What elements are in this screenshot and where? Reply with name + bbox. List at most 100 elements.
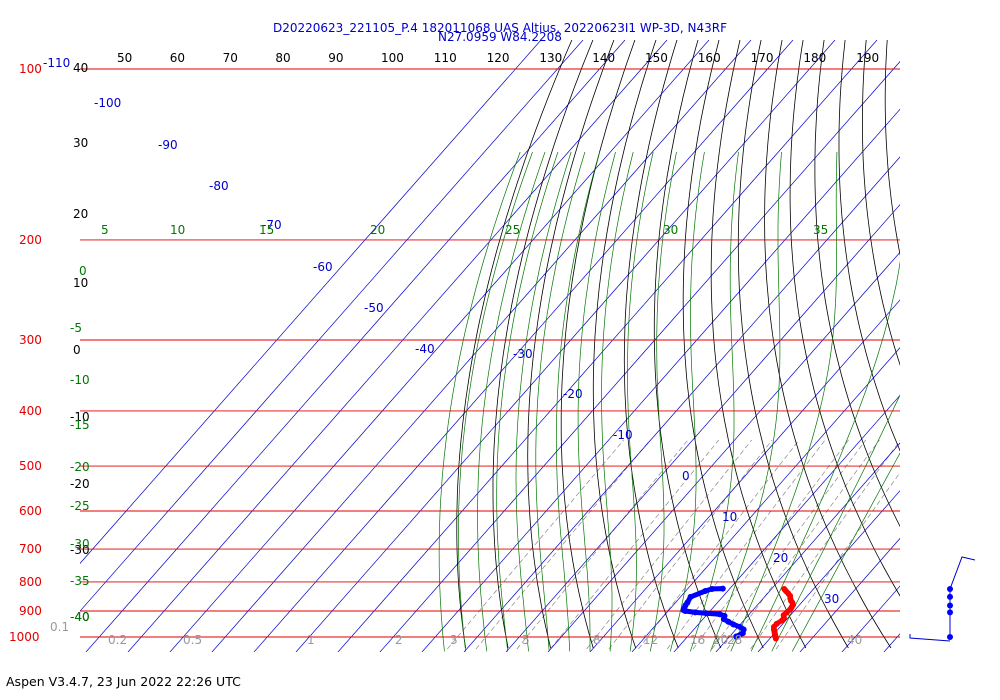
dry-adiabat-line [456, 40, 573, 649]
mixing-ratio-label: 3 [450, 633, 458, 647]
isotherm-line [421, 108, 900, 652]
isotherm-label: -40 [415, 342, 435, 356]
isotherm-label: 20 [773, 551, 788, 565]
dewpoint-profile-point [730, 621, 737, 628]
isotherm-label: -20 [563, 387, 583, 401]
dewpoint-profile-point [733, 633, 740, 640]
theta-label-top: 170 [751, 51, 774, 65]
dewpoint-profile-point [719, 585, 726, 592]
mixing-ratio-line [638, 439, 800, 650]
wind-barb-bottom [909, 634, 951, 642]
isotherm-line [295, 40, 836, 652]
moist-label-left: -30 [70, 537, 90, 551]
wind-profile [909, 556, 976, 642]
dry-adiabat-line [992, 40, 1000, 648]
theta-label-top: 70 [223, 51, 238, 65]
isotherm-line [80, 40, 584, 612]
dewpoint-profile-point [739, 630, 746, 637]
isotherm-line [673, 394, 900, 652]
isotherm-label: -10 [613, 428, 633, 442]
isotherm-line [799, 537, 900, 652]
mixing-ratio-label: 2 [395, 633, 403, 647]
moist-adiabat-line [750, 260, 900, 652]
isotherm-line [211, 40, 752, 652]
isotherm-line [757, 490, 900, 652]
moist-label-top: 35 [813, 223, 828, 237]
isotherm-line [169, 40, 710, 652]
isotherm-label: -80 [209, 179, 229, 193]
theta-label-top: 190 [856, 51, 879, 65]
theta-label-top: 100 [381, 51, 404, 65]
theta-label-left: 20 [73, 207, 88, 221]
isotherm-label: -90 [158, 138, 178, 152]
dry-adiabat-line [950, 40, 1000, 648]
mixing-ratio-label: 0.5 [183, 633, 202, 647]
pressure-label-700: 700 [19, 542, 42, 556]
dry-adiabat-line [971, 40, 1000, 648]
temperature-profile-point [772, 635, 779, 642]
wind-barb-top [949, 556, 976, 590]
mixing-ratio-line [775, 472, 900, 650]
isotherm-label: -50 [364, 301, 384, 315]
theta-label-top: 80 [275, 51, 290, 65]
isotherm-line [631, 347, 900, 652]
grid-clip [80, 40, 1000, 652]
mixing-ratio-label: 20 [713, 633, 728, 647]
theta-label-left: -40 [70, 610, 90, 624]
dewpoint-profile-point [687, 593, 694, 600]
dry-adiabat-line [862, 40, 900, 366]
pressure-label-200: 200 [19, 233, 42, 247]
isotherm-line [253, 40, 794, 652]
theta-label-top: 60 [170, 51, 185, 65]
isotherm-label: -30 [513, 347, 533, 361]
isotherm-label: 0 [682, 469, 690, 483]
theta-label-left: 30 [73, 136, 88, 150]
moist-adiabat-line [515, 151, 572, 652]
theta-label-top: 120 [487, 51, 510, 65]
isotherm-line [589, 299, 900, 652]
grid-lines [80, 40, 1000, 652]
isotherm-line [337, 40, 878, 652]
chart-title-line2: N27.0959 W84.2208 [438, 30, 562, 44]
isotherm-label: 10 [722, 510, 737, 524]
isotherm-label: -60 [313, 260, 333, 274]
mixing-ratio-label: 8 [593, 633, 601, 647]
dewpoint-profile-point [682, 608, 689, 615]
isotherm-line [80, 40, 542, 564]
pressure-label-400: 400 [19, 404, 42, 418]
dry-adiabat-line [814, 40, 900, 528]
moist-label-top: 20 [370, 223, 385, 237]
dry-adiabat-line [907, 40, 1000, 648]
mixing-ratio-line [608, 439, 773, 650]
moist-label-left: -25 [70, 499, 90, 513]
dewpoint-profile-point [692, 609, 699, 616]
moist-adiabat-line [458, 151, 533, 652]
wind-marker [947, 602, 953, 609]
isotherm-line [883, 633, 900, 652]
isotherm-label: -70 [262, 218, 282, 232]
mixing-ratio-label: 28 [727, 633, 742, 647]
dry-adiabat-line [492, 40, 594, 649]
moist-label-left: -15 [70, 418, 90, 432]
moist-label-top: 25 [505, 223, 520, 237]
dewpoint-profile-point [702, 588, 709, 595]
dry-adiabat-line [682, 40, 764, 649]
theta-label-top: 130 [539, 51, 562, 65]
theta-label-top: 160 [698, 51, 721, 65]
top-extra-label: -110 [43, 56, 70, 70]
theta-label-left: -10 [70, 410, 90, 424]
moist-label-top: 5 [101, 223, 109, 237]
mixing-ratio-label: 12 [643, 633, 658, 647]
pressure-label-900: 900 [19, 604, 42, 618]
isotherm-line [715, 442, 900, 652]
mixing-ratio-line [516, 439, 689, 650]
isotherm-label: -100 [94, 96, 121, 110]
dewpoint-profile-point [725, 618, 732, 625]
moist-label-left: 0 [79, 264, 87, 278]
mixing-ratio-label: 5 [522, 633, 530, 647]
wind-marker [947, 634, 953, 640]
dry-adiabat-line [592, 40, 657, 649]
mixing-ratio-label: 40 [847, 633, 862, 647]
